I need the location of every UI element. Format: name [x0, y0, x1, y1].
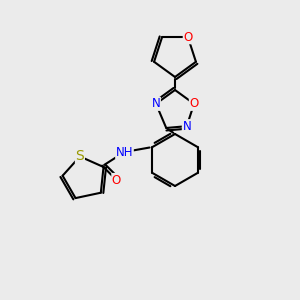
Text: O: O — [112, 173, 121, 187]
Text: NH: NH — [116, 146, 133, 158]
Text: S: S — [76, 149, 84, 164]
Text: O: O — [183, 31, 193, 44]
Text: N: N — [152, 97, 160, 110]
Text: O: O — [189, 97, 199, 110]
Text: N: N — [182, 120, 191, 133]
